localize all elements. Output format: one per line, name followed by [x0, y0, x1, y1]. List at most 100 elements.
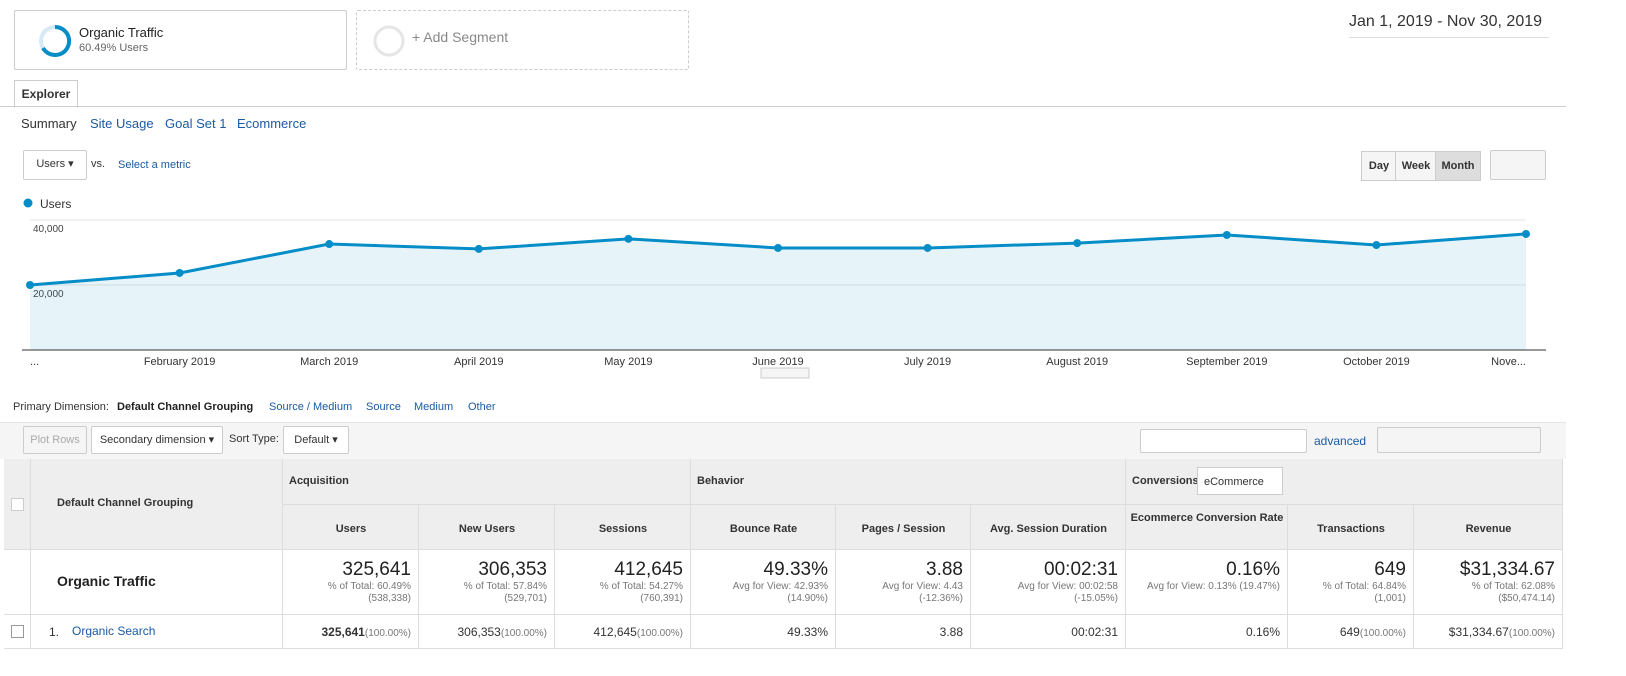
group-header: Behavior: [697, 475, 745, 487]
chart-type-buttons[interactable]: [1490, 150, 1546, 180]
add-segment[interactable]: + Add Segment: [356, 10, 689, 70]
add-segment-label: + Add Segment: [412, 29, 509, 45]
column-cell: [691, 505, 836, 550]
row-value-wrap: 412,645(100.00%): [555, 625, 683, 639]
sort-label: Sort Type:: [229, 433, 279, 445]
tab[interactable]: Explorer: [14, 80, 78, 108]
point: [325, 240, 334, 249]
column-cell: [836, 505, 971, 550]
column-header[interactable]: Avg. Session Duration: [990, 523, 1107, 535]
interval-button[interactable]: Day: [1361, 151, 1397, 181]
row-value: 00:02:31: [1071, 625, 1118, 639]
dimension-option[interactable]: Other: [468, 401, 496, 413]
row-value-wrap: 649(100.00%): [1288, 625, 1406, 639]
metric-select-label: Users: [36, 158, 66, 170]
total-value: 3.88: [926, 559, 963, 580]
header-dim-cell: [31, 459, 283, 550]
totals-cell: [555, 550, 691, 615]
row-cell: [1414, 615, 1563, 649]
total-note: (529,701): [504, 593, 547, 604]
column-header[interactable]: Revenue: [1465, 523, 1512, 535]
x-tick-label: October 2019: [1343, 356, 1410, 368]
point: [624, 234, 633, 243]
row-percent: (100.00%): [1508, 628, 1555, 639]
point: [1522, 229, 1530, 238]
totals-cell: [691, 550, 836, 615]
column-header[interactable]: Pages / Session: [861, 523, 946, 535]
total-value: 00:02:31: [1044, 559, 1118, 580]
segment-detail: 60.49% Users: [79, 42, 149, 54]
totals-cell: [1414, 550, 1563, 615]
total-note: Avg for View: 0.13% (19.47%): [1146, 581, 1280, 592]
column-cell: [1126, 505, 1288, 550]
point: [474, 244, 483, 253]
column-cell: [283, 505, 419, 550]
area: [30, 233, 1526, 350]
y-tick-label: 20,000: [33, 289, 64, 300]
dimension-option[interactable]: Source / Medium: [269, 401, 353, 413]
conversion-select[interactable]: eCommerce: [1197, 467, 1283, 495]
total-value: 0.16%: [1226, 559, 1280, 580]
column-header[interactable]: Bounce Rate: [729, 523, 798, 535]
plot-rows[interactable]: Plot Rows: [23, 426, 87, 454]
view-buttons[interactable]: [1377, 427, 1541, 453]
total-note: (-15.05%): [1074, 593, 1118, 604]
row-value: 0.16%: [1245, 625, 1280, 639]
secondary-dimension[interactable]: Secondary dimension ▾: [91, 426, 223, 454]
row-dim-cell: [31, 615, 283, 649]
vs: vs.: [91, 158, 106, 170]
subtab[interactable]: Summary: [21, 116, 77, 131]
row-percent: (100.00%): [500, 628, 547, 639]
interval-button[interactable]: Month: [1435, 151, 1481, 181]
metric-select[interactable]: Users ▾: [23, 150, 87, 180]
total-note: % of Total: 62.08%: [1471, 581, 1555, 592]
select-metric[interactable]: Select a metric: [118, 159, 191, 171]
segment-card[interactable]: Organic Traffic 60.49% Users: [14, 10, 347, 70]
row-percent: (100.00%): [636, 628, 683, 639]
row-cell: [1288, 615, 1414, 649]
column-cell: [1414, 505, 1563, 550]
row-percent: (100.00%): [364, 628, 411, 639]
total-note: % of Total: 64.84%: [1322, 581, 1406, 592]
row-value-wrap: 306,353(100.00%): [419, 625, 547, 639]
interval-button[interactable]: Week: [1395, 151, 1437, 181]
x-tick-label: ...: [30, 356, 39, 368]
search-box[interactable]: [1140, 429, 1307, 453]
group-header: Acquisition: [289, 475, 349, 487]
column-header[interactable]: New Users: [458, 523, 516, 535]
column-header[interactable]: Ecommerce Conversion Rate: [1130, 512, 1284, 524]
dimension-option[interactable]: Source: [366, 401, 401, 413]
column-cell: [555, 505, 691, 550]
dimension-option[interactable]: Default Channel Grouping: [117, 401, 254, 413]
group-cell: [691, 459, 1126, 505]
segment-name: Organic Traffic: [79, 25, 164, 40]
totals-cell: [1126, 550, 1288, 615]
total-note: (14.90%): [787, 593, 828, 604]
total-value: 306,353: [478, 559, 547, 580]
column-header[interactable]: Sessions: [598, 523, 648, 535]
column-header[interactable]: Transactions: [1317, 523, 1385, 535]
column-header[interactable]: Users: [335, 523, 367, 535]
total-note: ($50,474.14): [1498, 593, 1555, 604]
x-tick-label: April 2019: [454, 356, 504, 368]
point: [175, 268, 184, 277]
dimension-header: Default Channel Grouping: [57, 497, 194, 509]
row-checkbox[interactable]: [11, 625, 24, 638]
legend-marker: [23, 198, 33, 208]
sort-select[interactable]: Default ▾: [283, 426, 349, 454]
advanced[interactable]: advanced: [1314, 434, 1367, 448]
y-tick-label: 40,000: [33, 224, 64, 235]
x-tick-label: May 2019: [604, 356, 652, 368]
row-label[interactable]: Organic Search: [72, 624, 156, 638]
x-tick-label: Nove...: [1491, 356, 1526, 368]
header-checkbox[interactable]: [11, 498, 24, 511]
subtab[interactable]: Ecommerce: [237, 116, 307, 131]
row-value-wrap: 3.88: [836, 625, 963, 639]
dimension-option[interactable]: Medium: [414, 401, 454, 413]
total-note: (1,001): [1374, 593, 1406, 604]
subtab[interactable]: Site Usage: [90, 116, 154, 131]
row-value-wrap: 00:02:31: [971, 625, 1118, 639]
date-range[interactable]: Jan 1, 2019 - Nov 30, 2019: [1349, 13, 1549, 38]
subtab[interactable]: Goal Set 1: [165, 116, 227, 131]
dimension-label: Primary Dimension:: [13, 401, 109, 413]
